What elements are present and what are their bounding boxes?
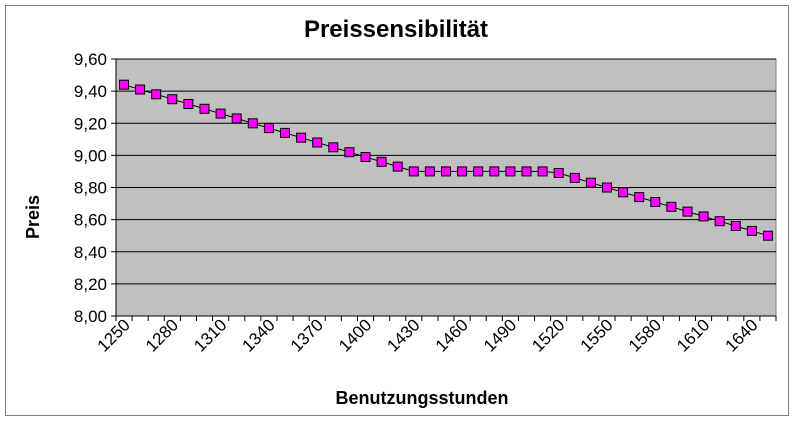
data-point [650, 197, 661, 207]
data-point [698, 211, 709, 222]
data-point [167, 94, 178, 105]
y-tick-label: 9,20 [74, 114, 107, 133]
data-point [344, 147, 355, 158]
data-point [618, 187, 629, 198]
data-point [119, 79, 129, 90]
x-tick-label: 1580 [625, 315, 665, 355]
data-point [682, 206, 693, 217]
data-point [473, 166, 484, 177]
x-tick-label: 1460 [432, 315, 472, 355]
x-tick-label: 1490 [480, 315, 520, 355]
data-point [392, 161, 403, 172]
data-point [183, 99, 194, 109]
x-tick-label: 1520 [528, 315, 568, 355]
data-point [376, 156, 387, 167]
y-tick-label: 9,60 [74, 50, 107, 69]
data-point [746, 225, 757, 236]
x-tick-label: 1400 [335, 315, 375, 355]
data-point [280, 127, 290, 138]
x-tick-label: 1610 [673, 315, 713, 355]
data-point [666, 201, 677, 212]
data-point [151, 89, 162, 100]
x-tick-label: 1280 [142, 315, 182, 355]
data-point [489, 166, 500, 177]
axes [115, 59, 777, 321]
data-markers [119, 79, 773, 241]
x-tick-label: 1340 [239, 315, 279, 355]
chart-frame: Preissensibilität 8,00 8,20 8,40 8,60 8,80 9,… [5, 5, 789, 416]
y-tick-label: 8,80 [74, 179, 107, 198]
data-point [296, 132, 307, 143]
data-point [408, 166, 419, 177]
data-point [634, 192, 645, 203]
x-tick-label: 1370 [287, 315, 327, 355]
x-tick-label: 1640 [721, 315, 761, 355]
data-point [537, 166, 548, 177]
chart-title: Preissensibilität [304, 16, 488, 43]
data-point [714, 216, 725, 227]
y-axis-label: Preis [23, 195, 43, 239]
y-tick-label: 8,60 [74, 211, 107, 230]
data-point [328, 142, 339, 153]
x-tick-label: 1550 [577, 315, 617, 355]
data-point [263, 123, 274, 134]
y-tick-labels: 8,00 8,20 8,40 8,60 8,80 9,00 9,20 9,40 9,60 [74, 50, 107, 326]
data-point [505, 166, 516, 177]
data-point [521, 166, 532, 177]
y-tick-label: 9,40 [74, 82, 107, 101]
data-point [360, 152, 371, 162]
data-point [763, 230, 773, 241]
data-point [135, 84, 146, 95]
x-tick-label: 1430 [383, 315, 423, 355]
gridlines [111, 58, 776, 317]
data-point [312, 137, 323, 148]
x-tick-labels: 1250 1280 1310 1340 1370 1400 1430 1460 1490 1520… [94, 315, 762, 355]
data-point [247, 118, 258, 129]
data-point [424, 166, 435, 177]
data-point [215, 108, 226, 119]
data-point [441, 166, 451, 177]
data-point [602, 182, 612, 193]
data-point [553, 168, 564, 178]
data-point [585, 177, 596, 188]
data-point [231, 113, 242, 124]
data-point [199, 103, 210, 114]
y-tick-label: 8,00 [74, 307, 107, 326]
data-point [457, 166, 468, 177]
y-tick-label: 8,40 [74, 243, 107, 262]
y-tick-label: 9,00 [74, 146, 107, 165]
chart-svg: Preissensibilität 8,00 8,20 8,40 8,60 8,80 9,… [23, 16, 777, 408]
data-point [730, 221, 741, 231]
y-tick-label: 8,20 [74, 275, 107, 294]
x-axis-label: Benutzungsstunden [336, 388, 509, 408]
data-point [569, 172, 580, 183]
x-tick-label: 1310 [190, 315, 230, 355]
